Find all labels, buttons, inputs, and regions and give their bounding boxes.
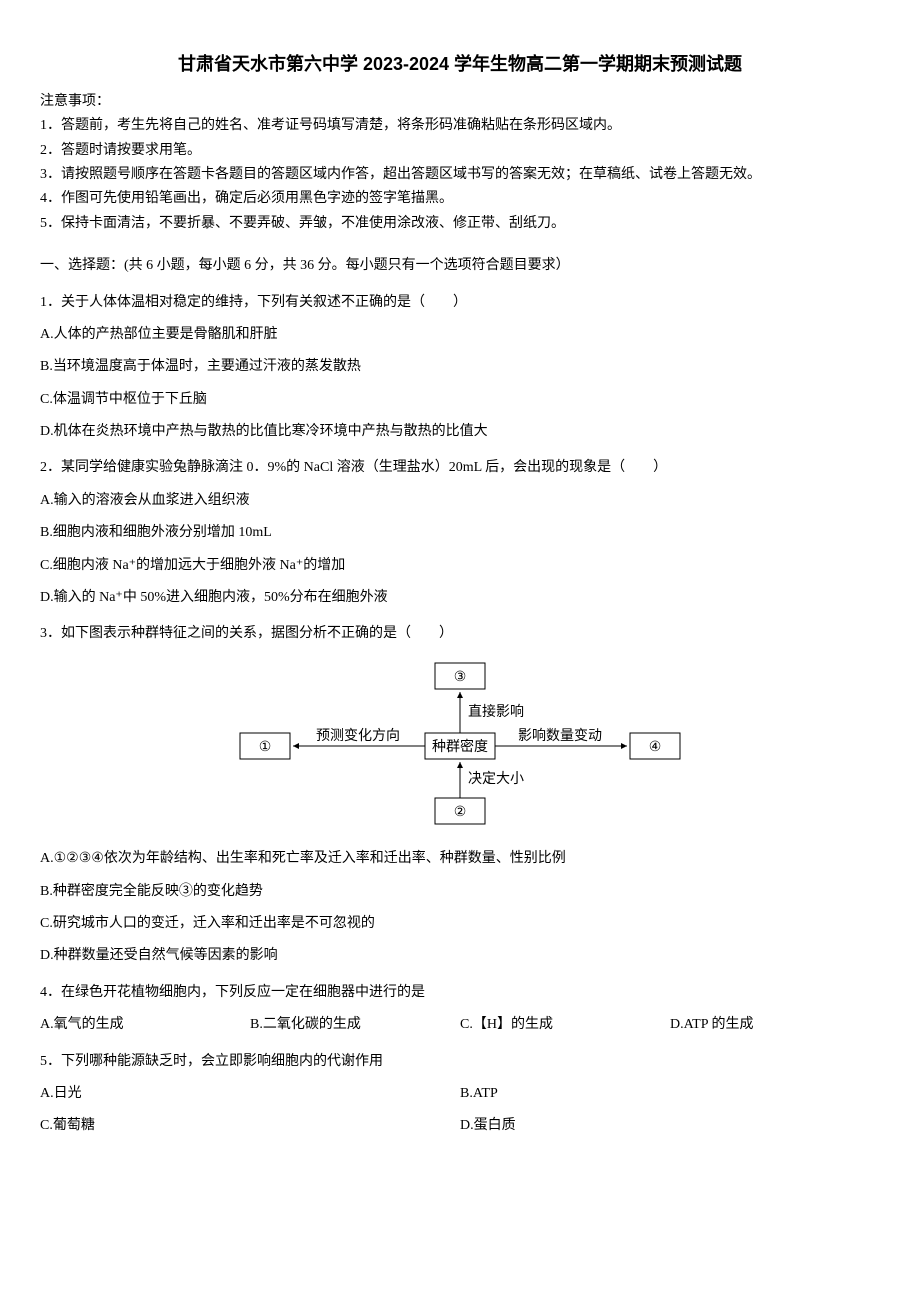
q3-diagram: ③ 种群密度 ② ① ④ 直接影响 预测变化方向 影响数量变动 决定大小: [40, 658, 880, 836]
notice-item: 1．答题前，考生先将自己的姓名、准考证号码填写清楚，将条形码准确粘贴在条形码区域…: [40, 115, 880, 137]
q1-option-d: D.机体在炎热环境中产热与散热的比值比寒冷环境中产热与散热的比值大: [40, 421, 880, 443]
q3-option-c: C.研究城市人口的变迁，迁入率和迁出率是不可忽视的: [40, 913, 880, 935]
q5-option-c: C.葡萄糖: [40, 1115, 460, 1137]
q2-stem: 2．某同学给健康实验兔静脉滴注 0．9%的 NaCl 溶液（生理盐水）20mL …: [40, 457, 880, 479]
q3-option-b: B.种群密度完全能反映③的变化趋势: [40, 881, 880, 903]
q5-options-row1: A.日光 B.ATP: [40, 1083, 880, 1105]
section-heading: 一、选择题：(共 6 小题，每小题 6 分，共 36 分。每小题只有一个选项符合…: [40, 255, 880, 277]
q5-options-row2: C.葡萄糖 D.蛋白质: [40, 1115, 880, 1137]
q2-option-d: D.输入的 Na⁺中 50%进入细胞内液，50%分布在细胞外液: [40, 587, 880, 609]
diagram-node-2: ②: [454, 805, 467, 820]
q4-option-d: D.ATP 的生成: [670, 1014, 880, 1036]
notice-item: 2．答题时请按要求用笔。: [40, 140, 880, 162]
q1-option-a: A.人体的产热部位主要是骨骼肌和肝脏: [40, 324, 880, 346]
diagram-center: 种群密度: [432, 738, 488, 755]
page-title: 甘肃省天水市第六中学 2023-2024 学年生物高二第一学期期末预测试题: [40, 50, 880, 79]
q5-option-b: B.ATP: [460, 1083, 880, 1105]
q2-option-c: C.细胞内液 Na⁺的增加远大于细胞外液 Na⁺的增加: [40, 555, 880, 577]
q4-option-a: A.氧气的生成: [40, 1014, 250, 1036]
q4-options: A.氧气的生成 B.二氧化碳的生成 C.【H】的生成 D.ATP 的生成: [40, 1014, 880, 1036]
q4-option-c: C.【H】的生成: [460, 1014, 670, 1036]
notice-item: 5．保持卡面清洁，不要折暴、不要弄破、弄皱，不准使用涂改液、修正带、刮纸刀。: [40, 213, 880, 235]
diagram-label-right: 影响数量变动: [518, 728, 602, 744]
diagram-label-top: 直接影响: [468, 703, 524, 720]
q5-option-a: A.日光: [40, 1083, 460, 1105]
notice-label: 注意事项：: [40, 91, 880, 113]
q2-option-b: B.细胞内液和细胞外液分别增加 10mL: [40, 522, 880, 544]
notice-item: 3．请按照题号顺序在答题卡各题目的答题区域内作答，超出答题区域书写的答案无效；在…: [40, 164, 880, 186]
q2-option-a: A.输入的溶液会从血浆进入组织液: [40, 490, 880, 512]
q1-option-b: B.当环境温度高于体温时，主要通过汗液的蒸发散热: [40, 356, 880, 378]
diagram-label-left: 预测变化方向: [316, 728, 400, 744]
diagram-label-bottom: 决定大小: [468, 771, 524, 787]
notice-item: 4．作图可先使用铅笔画出，确定后必须用黑色字迹的签字笔描黑。: [40, 188, 880, 210]
q5-option-d: D.蛋白质: [460, 1115, 880, 1137]
diagram-node-3: ③: [454, 670, 467, 685]
q4-stem: 4．在绿色开花植物细胞内，下列反应一定在细胞器中进行的是: [40, 982, 880, 1004]
q1-option-c: C.体温调节中枢位于下丘脑: [40, 389, 880, 411]
q3-stem: 3．如下图表示种群特征之间的关系，据图分析不正确的是（ ）: [40, 623, 880, 645]
diagram-node-4: ④: [649, 740, 662, 755]
q4-option-b: B.二氧化碳的生成: [250, 1014, 460, 1036]
q3-option-a: A.①②③④依次为年龄结构、出生率和死亡率及迁入率和迁出率、种群数量、性别比例: [40, 848, 880, 870]
q1-stem: 1．关于人体体温相对稳定的维持，下列有关叙述不正确的是（ ）: [40, 292, 880, 314]
q3-option-d: D.种群数量还受自然气候等因素的影响: [40, 945, 880, 967]
diagram-node-1: ①: [259, 740, 272, 755]
q5-stem: 5．下列哪种能源缺乏时，会立即影响细胞内的代谢作用: [40, 1051, 880, 1073]
